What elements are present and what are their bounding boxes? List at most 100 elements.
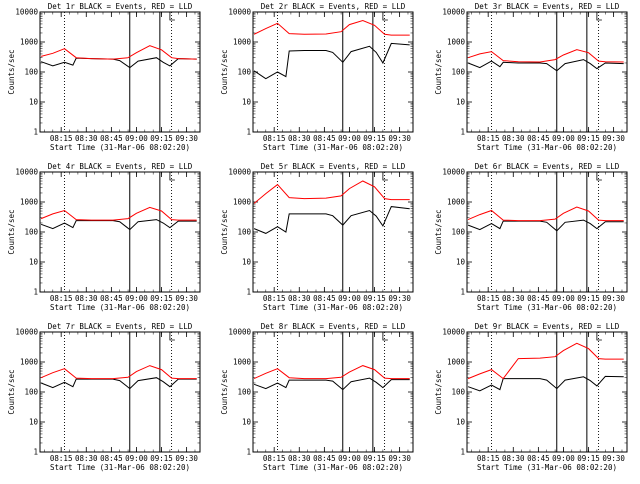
y-tick-label: 10000 (228, 328, 251, 337)
y-axis-label: Counts/sec (434, 209, 443, 254)
marker-bracket (596, 332, 602, 341)
y-tick-label: 1000 (233, 198, 252, 207)
x-tick-label: 08:45 (313, 454, 336, 463)
x-tick-label: 08:15 (50, 294, 73, 303)
plot-frame (39, 331, 201, 453)
marker-bracket (169, 172, 175, 181)
y-tick-label: 1 (246, 448, 251, 457)
y-tick-label: 1 (33, 288, 38, 297)
x-tick-label: 09:15 (363, 134, 386, 143)
x-tick-label: 09:00 (125, 454, 148, 463)
y-axis-label: Counts/sec (7, 49, 16, 94)
plot-frame (466, 11, 628, 133)
x-tick-label: 09:30 (388, 454, 411, 463)
x-tick-label: 09:00 (338, 454, 361, 463)
x-tick-label: 08:15 (263, 294, 286, 303)
y-tick-label: 100 (24, 388, 38, 397)
y-axis-label: Counts/sec (220, 209, 229, 254)
y-tick-label: 1 (460, 288, 465, 297)
y-tick-label: 1000 (447, 198, 466, 207)
panel-title: Det 1r BLACK = Events, RED = LLD (48, 2, 193, 11)
events-series-line (253, 42, 410, 80)
y-tick-label: 10 (242, 98, 252, 107)
marker-bracket (382, 172, 388, 181)
lld-series-line (253, 19, 410, 36)
x-axis-label: Start Time (31-Mar-06 08:02:20) (50, 463, 190, 472)
y-tick-label: 10000 (442, 8, 465, 17)
y-tick-label: 100 (237, 228, 251, 237)
lld-series-line (467, 206, 624, 222)
x-tick-label: 08:30 (502, 294, 525, 303)
x-tick-label: 09:30 (175, 454, 198, 463)
x-tick-label: 08:15 (50, 134, 73, 143)
panel-det-7: Det 7r BLACK = Events, RED = LLD 1 10 100 10… (7, 322, 201, 472)
lld-series-line (253, 365, 410, 380)
x-tick-label: 08:30 (288, 294, 311, 303)
plot-frame (252, 171, 414, 293)
x-tick-label: 09:30 (602, 454, 625, 463)
x-tick-label: 08:45 (100, 134, 123, 143)
y-tick-label: 1 (460, 128, 465, 137)
x-tick-label: 09:00 (338, 134, 361, 143)
x-tick-label: 09:30 (602, 294, 625, 303)
x-tick-label: 09:30 (388, 134, 411, 143)
x-tick-label: 09:15 (577, 294, 600, 303)
y-tick-label: 100 (237, 68, 251, 77)
x-tick-label: 09:30 (602, 134, 625, 143)
events-series-line (253, 206, 410, 234)
x-tick-label: 09:00 (552, 454, 575, 463)
x-tick-label: 08:30 (75, 454, 98, 463)
panel-title: Det 7r BLACK = Events, RED = LLD (48, 322, 193, 331)
x-tick-label: 09:30 (388, 294, 411, 303)
marker-bracket (169, 332, 175, 341)
y-tick-label: 1000 (20, 358, 39, 367)
marker-bracket (169, 12, 175, 21)
x-tick-label: 08:45 (313, 134, 336, 143)
plot-frame (466, 331, 628, 453)
x-axis-label: Start Time (31-Mar-06 08:02:20) (50, 143, 190, 152)
marker-bracket (596, 12, 602, 21)
events-series-line (40, 377, 197, 390)
x-tick-label: 09:00 (125, 294, 148, 303)
panel-title: Det 6r BLACK = Events, RED = LLD (475, 162, 620, 171)
y-tick-label: 1 (33, 128, 38, 137)
plot-frame (39, 171, 201, 293)
panel-det-2: Det 2r BLACK = Events, RED = LLD 1 10 100 10… (220, 2, 414, 152)
x-axis-label: Start Time (31-Mar-06 08:02:20) (477, 463, 617, 472)
y-tick-label: 10 (29, 98, 39, 107)
x-tick-label: 09:15 (150, 294, 173, 303)
panel-det-1: Det 1r BLACK = Events, RED = LLD 1 10 100 10… (7, 2, 201, 152)
y-tick-label: 1000 (447, 358, 466, 367)
x-tick-label: 08:15 (263, 134, 286, 143)
x-tick-label: 09:00 (552, 294, 575, 303)
y-tick-label: 10000 (15, 8, 38, 17)
x-tick-label: 08:30 (288, 134, 311, 143)
y-tick-label: 1 (33, 448, 38, 457)
events-series-line (467, 375, 624, 392)
y-axis-label: Counts/sec (7, 209, 16, 254)
events-series-line (467, 59, 624, 72)
lld-series-line (467, 49, 624, 63)
plot-frame (466, 171, 628, 293)
x-tick-label: 08:30 (75, 294, 98, 303)
y-tick-label: 10000 (15, 168, 38, 177)
x-tick-label: 09:15 (363, 294, 386, 303)
x-tick-label: 09:30 (175, 134, 198, 143)
panel-title: Det 5r BLACK = Events, RED = LLD (261, 162, 406, 171)
x-tick-label: 08:45 (527, 134, 550, 143)
lld-series-line (40, 45, 197, 60)
x-tick-label: 09:15 (577, 134, 600, 143)
x-tick-label: 08:15 (50, 454, 73, 463)
marker-bracket (596, 172, 602, 181)
y-tick-label: 1000 (20, 38, 39, 47)
y-tick-label: 10000 (228, 168, 251, 177)
panel-title: Det 3r BLACK = Events, RED = LLD (475, 2, 620, 11)
x-tick-label: 08:45 (527, 294, 550, 303)
panel-title: Det 8r BLACK = Events, RED = LLD (261, 322, 406, 331)
panel-det-3: Det 3r BLACK = Events, RED = LLD 1 10 100 10… (434, 2, 628, 152)
x-tick-label: 08:30 (288, 454, 311, 463)
x-tick-label: 08:45 (100, 294, 123, 303)
events-series-line (40, 57, 197, 69)
